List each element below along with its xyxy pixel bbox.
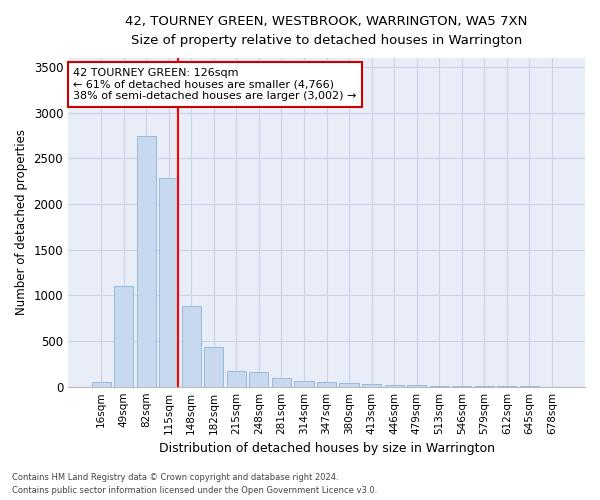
Bar xyxy=(272,378,291,386)
Y-axis label: Number of detached properties: Number of detached properties xyxy=(15,130,28,316)
Bar xyxy=(204,348,223,387)
Bar xyxy=(250,372,268,386)
Bar xyxy=(182,306,201,386)
Bar xyxy=(295,380,314,386)
Bar xyxy=(317,382,336,386)
Bar xyxy=(137,136,156,386)
Text: 42 TOURNEY GREEN: 126sqm
← 61% of detached houses are smaller (4,766)
38% of sem: 42 TOURNEY GREEN: 126sqm ← 61% of detach… xyxy=(73,68,356,101)
Bar xyxy=(362,384,381,386)
Bar xyxy=(92,382,110,386)
Bar xyxy=(340,382,359,386)
Text: Contains HM Land Registry data © Crown copyright and database right 2024.
Contai: Contains HM Land Registry data © Crown c… xyxy=(12,474,377,495)
Bar xyxy=(385,385,404,386)
Title: 42, TOURNEY GREEN, WESTBROOK, WARRINGTON, WA5 7XN
Size of property relative to d: 42, TOURNEY GREEN, WESTBROOK, WARRINGTON… xyxy=(125,15,528,47)
X-axis label: Distribution of detached houses by size in Warrington: Distribution of detached houses by size … xyxy=(158,442,494,455)
Bar xyxy=(159,178,178,386)
Bar xyxy=(227,371,246,386)
Bar xyxy=(114,286,133,386)
